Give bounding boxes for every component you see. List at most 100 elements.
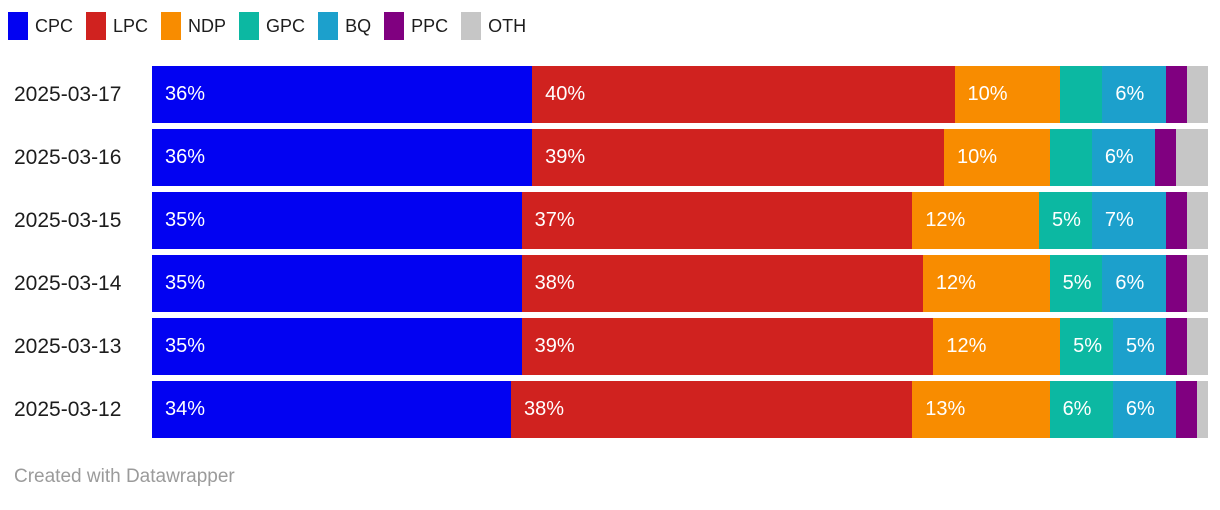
bar-segment-bq[interactable]: 6%: [1112, 381, 1177, 438]
bar-segment-lpc[interactable]: 38%: [521, 255, 923, 312]
legend-label: PPC: [411, 16, 449, 36]
table-row: 2025-03-13 35% 39% 12% 5% 5%: [0, 318, 1208, 375]
category-label: 2025-03-12: [14, 397, 122, 421]
table-row: 2025-03-12 34% 38% 13% 6% 6%: [0, 381, 1208, 438]
table-row: 2025-03-16 36% 39% 10% 6%: [0, 129, 1208, 186]
bar-segment-bq[interactable]: 5%: [1112, 318, 1166, 375]
bar-segment-gpc[interactable]: 5%: [1039, 192, 1092, 249]
bar-segment-ppc[interactable]: [1165, 255, 1187, 312]
legend-swatch-oth: [461, 12, 482, 40]
category-label: 2025-03-14: [14, 271, 122, 295]
legend-item-cpc[interactable]: CPC: [8, 12, 73, 40]
legend-swatch-ppc: [384, 12, 405, 40]
legend-label: NDP: [188, 16, 227, 36]
bar-segment-bq[interactable]: 6%: [1102, 255, 1166, 312]
segment-value-label: 10%: [956, 146, 998, 168]
bar-track: 35% 38% 12% 5% 6%: [152, 255, 1208, 312]
table-row: 2025-03-15 35% 37% 12% 5% 7%: [0, 192, 1208, 249]
category-label: 2025-03-16: [14, 145, 122, 169]
segment-value-label: 39%: [545, 146, 586, 168]
legend-swatch-bq: [318, 12, 339, 40]
bar-segment-ndp[interactable]: 12%: [922, 255, 1050, 312]
legend-item-ndp[interactable]: NDP: [161, 12, 226, 40]
segment-value-label: 6%: [1115, 83, 1145, 105]
bar-segment-oth[interactable]: [1186, 192, 1208, 249]
legend-item-lpc[interactable]: LPC: [86, 12, 148, 40]
bar-segment-ppc[interactable]: [1165, 66, 1187, 123]
bar-segment-ppc[interactable]: [1176, 381, 1198, 438]
bar-segment-ndp[interactable]: 13%: [912, 381, 1050, 438]
bar-segment-lpc[interactable]: 39%: [532, 129, 944, 186]
segment-value-label: 6%: [1062, 398, 1092, 420]
segment-value-label: 40%: [545, 83, 586, 105]
segment-value-label: 5%: [1062, 272, 1092, 294]
bar-segment-ppc[interactable]: [1165, 192, 1187, 249]
bar-segment-gpc[interactable]: [1060, 66, 1103, 123]
segment-value-label: 36%: [165, 83, 206, 105]
legend-swatch-gpc: [239, 12, 260, 40]
bar-segment-lpc[interactable]: 37%: [521, 192, 913, 249]
bar-segment-lpc[interactable]: 39%: [521, 318, 934, 375]
bar-segment-bq[interactable]: 7%: [1091, 192, 1166, 249]
legend-label: CPC: [35, 16, 74, 36]
bar-segment-gpc[interactable]: 5%: [1060, 318, 1113, 375]
segment-value-label: 35%: [165, 209, 206, 231]
bar-segment-bq[interactable]: 6%: [1091, 129, 1156, 186]
bar-segment-oth[interactable]: [1186, 318, 1208, 375]
legend-item-gpc[interactable]: GPC: [239, 12, 305, 40]
category-label: 2025-03-13: [14, 334, 122, 358]
segment-value-label: 6%: [1115, 272, 1145, 294]
bar-track: 35% 39% 12% 5% 5%: [152, 318, 1208, 375]
legend: CPC LPC NDP GPC BQ PPC OTH: [8, 12, 526, 40]
bar-segment-gpc[interactable]: 6%: [1049, 381, 1113, 438]
bar-rows: 2025-03-17 36% 40% 10% 6% 2025-03-16 36% 39% 10%…: [0, 66, 1208, 438]
segment-value-label: 38%: [534, 272, 575, 294]
segment-value-label: 39%: [534, 335, 575, 357]
bar-segment-ndp[interactable]: 12%: [933, 318, 1061, 375]
segment-value-label: 5%: [1052, 209, 1081, 231]
bar-segment-cpc[interactable]: 35%: [152, 318, 522, 375]
segment-value-label: 5%: [1073, 335, 1103, 357]
segment-value-label: 7%: [1104, 209, 1134, 231]
bar-segment-cpc[interactable]: 35%: [152, 255, 522, 312]
segment-value-label: 35%: [165, 272, 206, 294]
bar-segment-ndp[interactable]: 12%: [912, 192, 1040, 249]
category-label: 2025-03-15: [14, 208, 122, 232]
legend-item-bq[interactable]: BQ: [318, 12, 371, 40]
bar-segment-ppc[interactable]: [1155, 129, 1177, 186]
bar-track: 36% 39% 10% 6%: [152, 129, 1208, 186]
segment-value-label: 12%: [935, 272, 976, 294]
bar-segment-cpc[interactable]: 36%: [152, 129, 533, 186]
legend-swatch-ndp: [161, 12, 182, 40]
bar-segment-ndp[interactable]: 10%: [943, 129, 1050, 186]
bar-segment-cpc[interactable]: 35%: [152, 192, 522, 249]
datawrapper-credit[interactable]: Created with Datawrapper: [14, 466, 235, 487]
footer: Created with Datawrapper: [14, 466, 235, 488]
bar-segment-oth[interactable]: [1186, 255, 1208, 312]
bar-segment-bq[interactable]: 6%: [1102, 66, 1166, 123]
segment-value-label: 5%: [1125, 335, 1155, 357]
segment-value-label: 35%: [165, 335, 206, 357]
bar-segment-oth[interactable]: [1186, 66, 1208, 123]
segment-value-label: 34%: [165, 398, 206, 420]
legend-item-oth[interactable]: OTH: [461, 12, 526, 40]
bar-segment-gpc[interactable]: 5%: [1049, 255, 1103, 312]
bar-segment-ppc[interactable]: [1165, 318, 1187, 375]
legend-item-ppc[interactable]: PPC: [384, 12, 448, 40]
segment-value-label: 12%: [925, 209, 966, 231]
bar-segment-oth[interactable]: [1197, 381, 1208, 438]
bar-segment-cpc[interactable]: 36%: [152, 66, 533, 123]
legend-label: GPC: [266, 16, 306, 36]
bar-track: 36% 40% 10% 6%: [152, 66, 1208, 123]
legend-label: OTH: [488, 16, 527, 36]
legend-swatch-lpc: [86, 12, 107, 40]
bar-segment-ndp[interactable]: 10%: [954, 66, 1061, 123]
bar-segment-lpc[interactable]: 40%: [532, 66, 955, 123]
category-label: 2025-03-17: [14, 82, 122, 106]
bar-segment-cpc[interactable]: 34%: [152, 381, 512, 438]
segment-value-label: 37%: [534, 209, 575, 231]
bar-segment-lpc[interactable]: 38%: [511, 381, 913, 438]
segment-value-label: 10%: [967, 83, 1008, 105]
bar-segment-oth[interactable]: [1176, 129, 1208, 186]
bar-segment-gpc[interactable]: [1049, 129, 1092, 186]
